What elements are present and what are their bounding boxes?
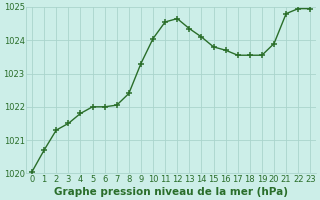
X-axis label: Graphe pression niveau de la mer (hPa): Graphe pression niveau de la mer (hPa)	[54, 187, 288, 197]
